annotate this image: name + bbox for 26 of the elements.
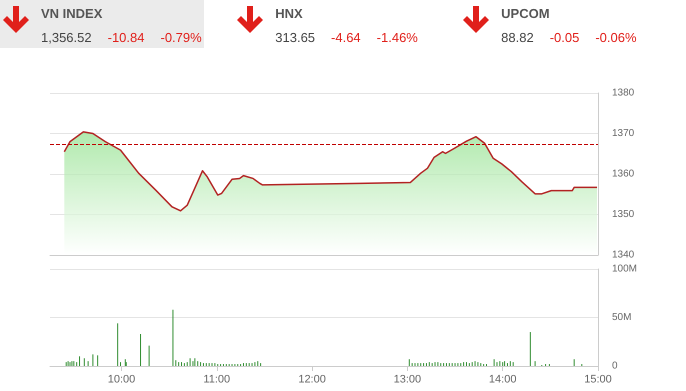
text: VN INDEX <box>41 6 102 21</box>
text: -0.06% <box>595 30 637 45</box>
y-tick-label: 1380 <box>612 88 635 98</box>
text: -10.84 <box>108 30 144 45</box>
x-tick-label: 14:00 <box>488 374 516 386</box>
y-tick-label: 100M <box>612 264 638 274</box>
x-tick-label: 13:00 <box>394 374 422 386</box>
text: -1.46% <box>376 30 418 45</box>
x-tick-label: 11:00 <box>203 374 230 386</box>
text: 88.82 <box>501 30 534 45</box>
y-tick-label: 1340 <box>612 250 635 260</box>
text: -4.64 <box>331 30 361 45</box>
text: 313.65 <box>275 30 316 45</box>
x-tick-label: 15:00 <box>584 374 612 386</box>
y-tick-label: 0 <box>612 360 618 372</box>
text: UPCOM <box>501 6 550 21</box>
y-tick-label: 1360 <box>612 168 635 180</box>
x-tick-label: 12:00 <box>298 374 326 386</box>
x-tick-label: 10:00 <box>108 374 136 386</box>
text: -0.05 <box>550 30 580 45</box>
y-tick-label: 1350 <box>612 209 635 220</box>
text: -0.79% <box>160 30 202 45</box>
y-tick-label: 1370 <box>612 128 635 139</box>
text: HNX <box>275 6 303 21</box>
y-tick-label: 50M <box>612 312 632 323</box>
text: 1,356.52 <box>41 30 92 45</box>
